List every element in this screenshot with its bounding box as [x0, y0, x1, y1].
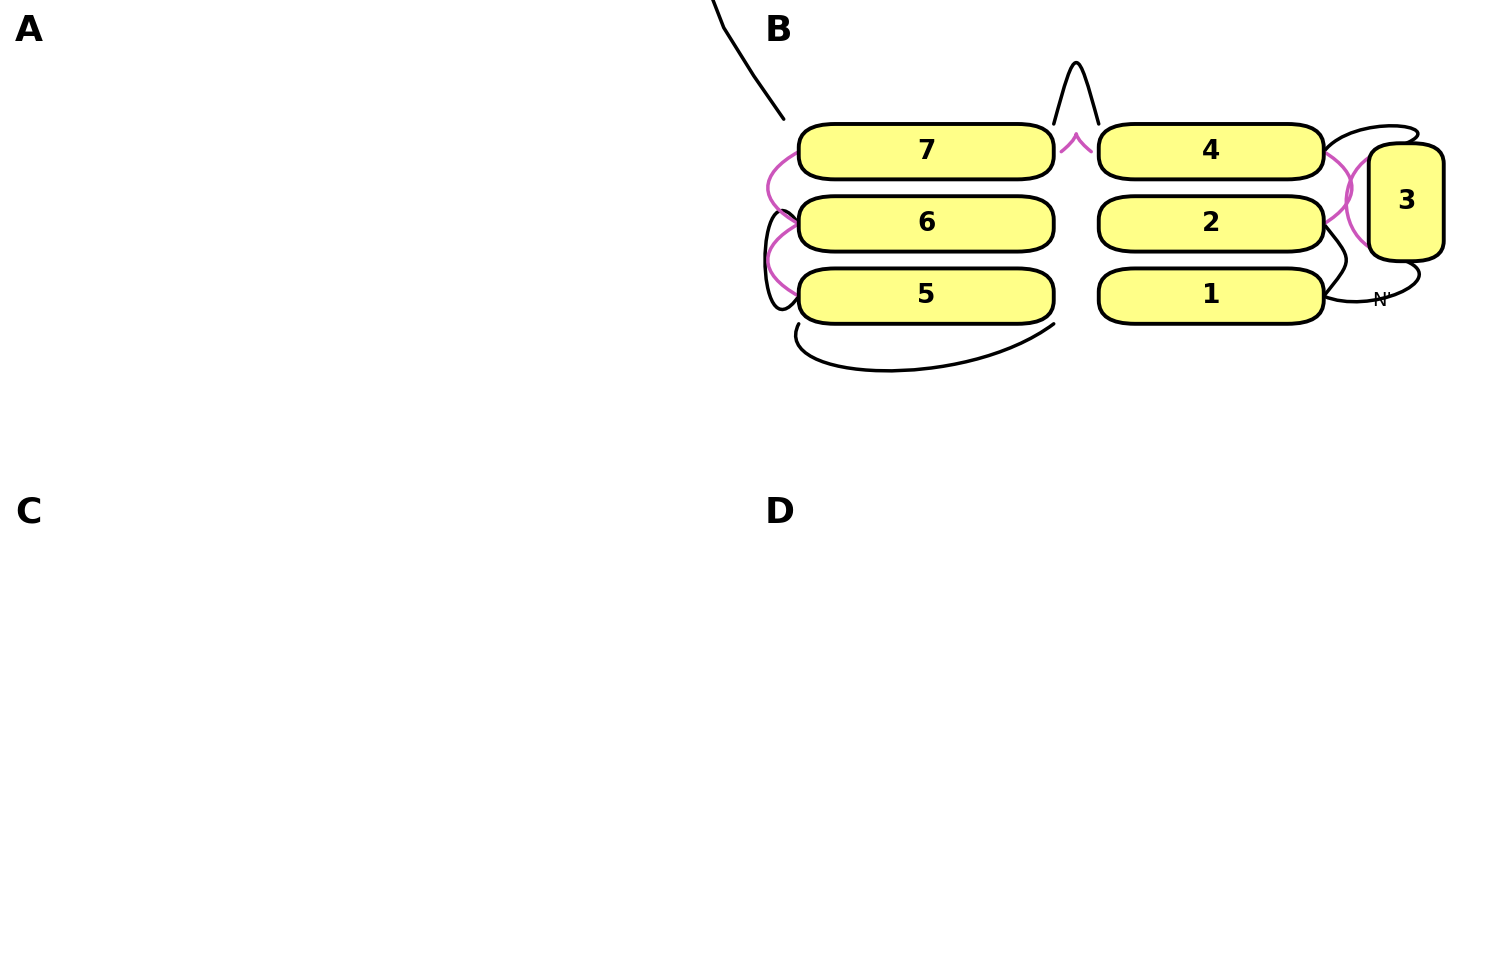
Text: 5: 5 [916, 283, 936, 309]
FancyBboxPatch shape [1098, 124, 1323, 179]
Text: 7: 7 [916, 139, 936, 165]
FancyBboxPatch shape [798, 196, 1053, 251]
Text: D: D [765, 496, 795, 530]
Text: 3: 3 [1396, 190, 1416, 215]
Text: A: A [15, 14, 44, 48]
Text: B: B [765, 14, 792, 48]
FancyBboxPatch shape [798, 269, 1053, 324]
FancyBboxPatch shape [1098, 269, 1323, 324]
FancyBboxPatch shape [1098, 196, 1323, 251]
Text: 4: 4 [1202, 139, 1221, 165]
Text: N': N' [1372, 292, 1392, 310]
FancyBboxPatch shape [798, 124, 1053, 179]
Text: 6: 6 [916, 211, 936, 237]
FancyBboxPatch shape [1368, 143, 1443, 261]
Text: 2: 2 [1202, 211, 1221, 237]
Text: 1: 1 [1202, 283, 1221, 309]
Text: C: C [15, 496, 42, 530]
